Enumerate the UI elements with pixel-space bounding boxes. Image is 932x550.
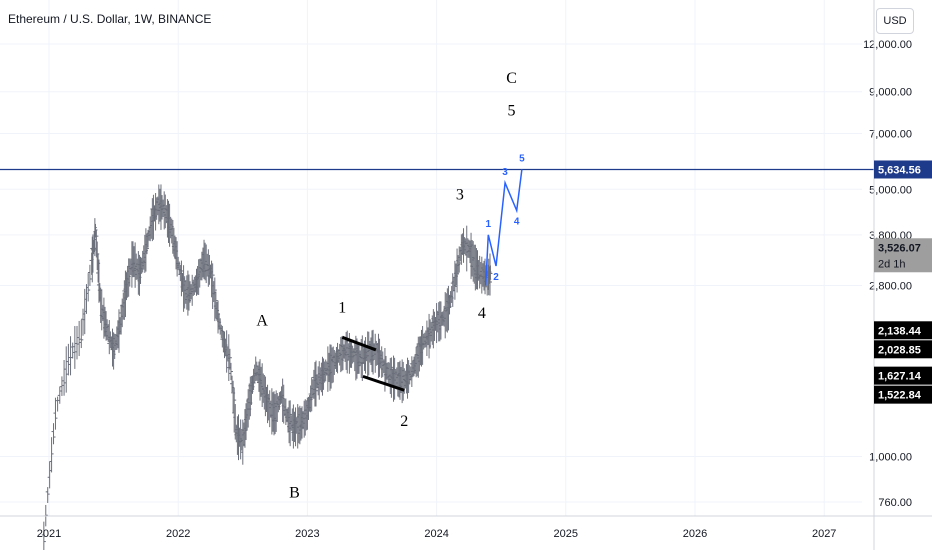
price-tick-label: 12,000.00: [863, 39, 912, 51]
time-tick-label: 2025: [554, 528, 578, 540]
countdown-label-text: 2d 1h: [878, 258, 906, 270]
time-tick-label: 2026: [683, 528, 707, 540]
price-label-box: [874, 238, 932, 273]
price-label-text: 5,634.56: [878, 164, 921, 176]
wave-label-C: C: [506, 70, 517, 87]
wave-label-2: 2: [400, 413, 408, 430]
wave-projection: 1 2 3 4 5: [484, 153, 525, 286]
time-tick-label: 2024: [424, 528, 448, 540]
price-label-box: [874, 385, 932, 404]
chart-grid: [0, 0, 862, 516]
price-label-box: [874, 366, 932, 385]
time-tick-label: 2022: [166, 528, 190, 540]
price-bars: [41, 184, 493, 550]
price-tick-label: 7,000.00: [869, 128, 912, 140]
price-label-text: 2,138.44: [878, 325, 922, 337]
time-tick-label: 2023: [295, 528, 319, 540]
price-label-box: [874, 340, 932, 359]
projection-path[interactable]: [484, 169, 523, 286]
currency-button[interactable]: USD: [876, 8, 914, 34]
projection-wave-label: 3: [502, 167, 508, 178]
symbol-title: Ethereum / U.S. Dollar, 1W, BINANCE: [8, 12, 212, 26]
wave-labels: A B 1 2 3 4 C 5: [256, 70, 516, 502]
price-tick-label: 2,800.00: [869, 281, 912, 293]
time-tick-label: 2021: [37, 528, 61, 540]
trend-line[interactable]: [362, 374, 405, 392]
price-tick-label: 760.00: [878, 497, 912, 509]
projection-wave-label: 5: [519, 153, 525, 164]
projection-wave-label: 2: [493, 272, 499, 283]
projection-wave-label: 1: [485, 219, 491, 230]
price-tick-label: 1,000.00: [869, 451, 912, 463]
wave-label-4: 4: [478, 305, 486, 322]
price-label-text: 3,526.07: [878, 242, 921, 254]
wave-label-1: 1: [338, 300, 346, 317]
price-label-text: 1,522.84: [878, 390, 922, 402]
price-label-text: 1,627.14: [878, 371, 922, 383]
trend-lines: [341, 335, 405, 392]
wave-label-3: 3: [456, 187, 464, 204]
projection-wave-label: 4: [514, 217, 520, 228]
price-tick-label: 5,000.00: [869, 184, 912, 196]
time-tick-label: 2027: [812, 528, 836, 540]
trend-line[interactable]: [341, 335, 377, 352]
price-labels: 5,634.56 3,526.07 2d 1h 2,138.44 2,028.85 1,6…: [874, 160, 932, 404]
wave-label-B: B: [289, 485, 300, 502]
wave-label-A: A: [256, 313, 268, 330]
wave-label-5: 5: [508, 103, 516, 120]
price-label-text: 2,028.85: [878, 344, 921, 356]
price-label-box: [874, 321, 932, 340]
price-label-box: [874, 160, 932, 179]
price-tick-label: 9,000.00: [869, 87, 912, 99]
